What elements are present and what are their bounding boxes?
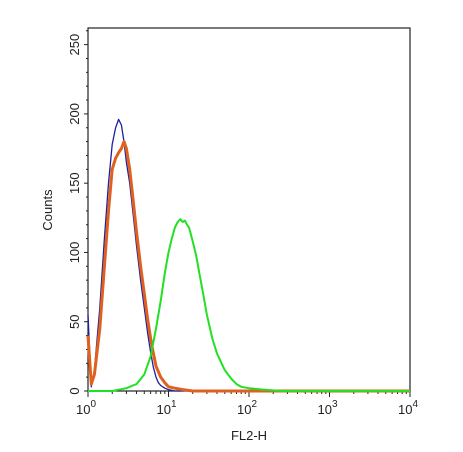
x-tick-label: 103 — [317, 399, 337, 417]
y-tick-label: 250 — [67, 34, 82, 56]
plot-frame — [87, 27, 411, 392]
x-tick-label: 102 — [237, 399, 257, 417]
y-tick-label: 200 — [67, 103, 82, 125]
y-axis-ticks: 0 50 100 150 200 250 — [67, 30, 88, 395]
y-tick-label: 0 — [67, 387, 82, 394]
y-tick-label: 150 — [67, 172, 82, 194]
x-tick-label: 104 — [398, 399, 418, 417]
y-tick-label: 50 — [67, 314, 82, 328]
series-line-1 — [87, 118, 410, 392]
x-tick-label: 101 — [156, 399, 176, 417]
series-line-3 — [88, 218, 410, 392]
histogram-series — [86, 118, 410, 393]
y-axis-label: Counts — [40, 189, 55, 231]
series-line-2 — [86, 140, 410, 393]
x-axis-label: FL2-H — [231, 428, 267, 443]
x-axis-ticks: 100 101 102 103 104 — [76, 391, 418, 417]
x-tick-label: 100 — [76, 399, 96, 417]
y-tick-label: 100 — [67, 242, 82, 264]
